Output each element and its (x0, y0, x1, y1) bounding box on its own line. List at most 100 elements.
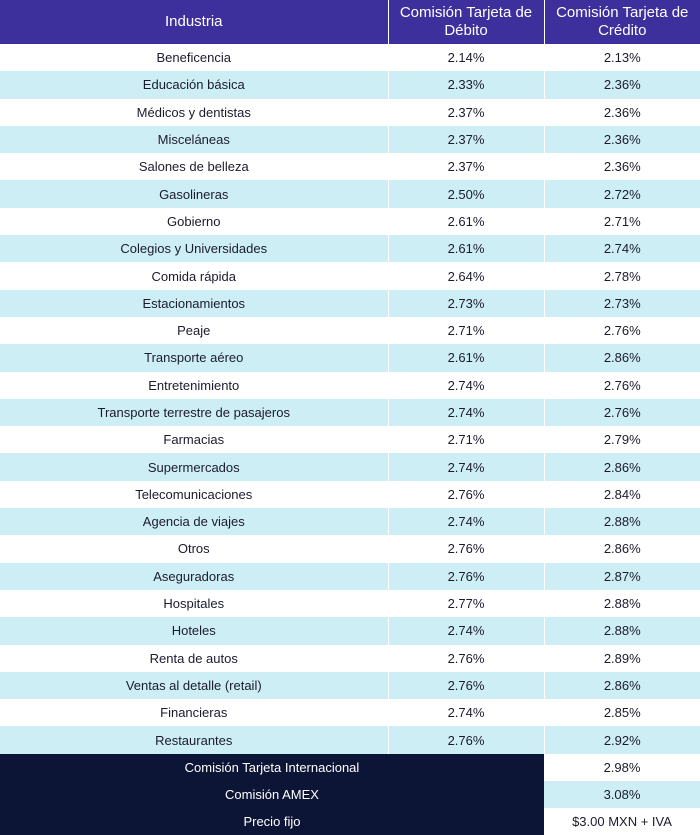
industry-cell: Aseguradoras (0, 562, 389, 590)
credit-rate-cell: 2.36% (544, 125, 700, 154)
credit-rate-cell: 2.84% (544, 480, 700, 509)
industry-cell: Telecomunicaciones (0, 480, 389, 509)
industry-cell: Beneficencia (0, 44, 389, 72)
footer-label: Comisión AMEX (0, 781, 544, 809)
debit-rate-cell: 2.74% (388, 508, 545, 536)
table-row: Telecomunicaciones 2.76% 2.84% (0, 480, 700, 509)
table-row: Gasolineras 2.50% 2.72% (0, 180, 700, 208)
debit-rate-cell: 2.74% (388, 371, 545, 399)
industry-cell: Renta de autos (0, 644, 389, 672)
industry-cell: Agencia de viajes (0, 508, 389, 536)
table-row: Salones de belleza 2.37% 2.36% (0, 153, 700, 181)
industry-cell: Otros (0, 535, 389, 563)
industry-cell: Médicos y dentistas (0, 98, 389, 126)
credit-rate-cell: 2.86% (544, 453, 700, 481)
table-row: Educación básica 2.33% 2.36% (0, 71, 700, 99)
industry-cell: Transporte terrestre de pasajeros (0, 398, 389, 427)
debit-rate-cell: 2.37% (388, 153, 545, 181)
credit-rate-cell: 2.76% (544, 398, 700, 427)
debit-rate-cell: 2.76% (388, 535, 545, 563)
table-row: Financieras 2.74% 2.85% (0, 699, 700, 727)
debit-rate-cell: 2.37% (388, 125, 545, 154)
industry-cell: Restaurantes (0, 726, 389, 754)
debit-rate-cell: 2.76% (388, 562, 545, 590)
credit-rate-cell: 2.86% (544, 671, 700, 700)
table-row: Transporte terrestre de pasajeros 2.74% 2.… (0, 398, 700, 427)
table-body: Beneficencia 2.14% 2.13% Educación básica 2.… (0, 44, 700, 754)
industry-cell: Entretenimiento (0, 371, 389, 399)
credit-rate-cell: 2.74% (544, 235, 700, 263)
debit-rate-cell: 2.73% (388, 289, 545, 317)
credit-rate-cell: 2.73% (544, 289, 700, 317)
debit-rate-cell: 2.64% (388, 262, 545, 290)
credit-rate-cell: 2.86% (544, 344, 700, 372)
table-row: Hospitales 2.77% 2.88% (0, 589, 700, 618)
credit-rate-cell: 2.36% (544, 71, 700, 99)
credit-rate-cell: 2.71% (544, 207, 700, 236)
footer-label: Comisión Tarjeta Internacional (0, 753, 544, 782)
table-row: Gobierno 2.61% 2.71% (0, 207, 700, 236)
footer-value: 2.98% (544, 753, 700, 782)
debit-rate-cell: 2.50% (388, 180, 545, 208)
footer-row: Precio fijo $3.00 MXN + IVA (0, 808, 700, 835)
credit-rate-cell: 2.87% (544, 562, 700, 590)
debit-rate-cell: 2.71% (388, 316, 545, 345)
credit-rate-cell: 2.88% (544, 589, 700, 618)
header-credit: Comisión Tarjeta de Crédito (544, 0, 700, 44)
debit-rate-cell: 2.76% (388, 726, 545, 754)
debit-rate-cell: 2.37% (388, 98, 545, 126)
credit-rate-cell: 2.13% (544, 44, 700, 72)
debit-rate-cell: 2.76% (388, 480, 545, 509)
debit-rate-cell: 2.77% (388, 589, 545, 618)
debit-rate-cell: 2.74% (388, 699, 545, 727)
credit-rate-cell: 2.79% (544, 426, 700, 454)
industry-cell: Supermercados (0, 453, 389, 481)
industry-cell: Farmacias (0, 426, 389, 454)
table-row: Peaje 2.71% 2.76% (0, 316, 700, 345)
credit-rate-cell: 2.36% (544, 98, 700, 126)
footer-row: Comisión Tarjeta Internacional 2.98% (0, 753, 700, 782)
table-row: Farmacias 2.71% 2.79% (0, 426, 700, 454)
credit-rate-cell: 2.78% (544, 262, 700, 290)
debit-rate-cell: 2.74% (388, 617, 545, 645)
header-debit: Comisión Tarjeta de Débito (388, 0, 545, 44)
table-row: Restaurantes 2.76% 2.92% (0, 726, 700, 754)
table-header: Industria Comisión Tarjeta de Débito Com… (0, 0, 700, 44)
table-row: Otros 2.76% 2.86% (0, 535, 700, 563)
table-row: Entretenimiento 2.74% 2.76% (0, 371, 700, 399)
footer-row: Comisión AMEX 3.08% (0, 781, 700, 809)
debit-rate-cell: 2.33% (388, 71, 545, 99)
table-row: Ventas al detalle (retail) 2.76% 2.86% (0, 671, 700, 700)
industry-cell: Transporte aéreo (0, 344, 389, 372)
industry-cell: Comida rápida (0, 262, 389, 290)
table-row: Aseguradoras 2.76% 2.87% (0, 562, 700, 590)
debit-rate-cell: 2.61% (388, 344, 545, 372)
table-row: Supermercados 2.74% 2.86% (0, 453, 700, 481)
credit-rate-cell: 2.36% (544, 153, 700, 181)
credit-rate-cell: 2.88% (544, 617, 700, 645)
credit-rate-cell: 2.72% (544, 180, 700, 208)
industry-cell: Peaje (0, 316, 389, 345)
debit-rate-cell: 2.71% (388, 426, 545, 454)
footer-value: $3.00 MXN + IVA (544, 808, 700, 835)
table-footer: Comisión Tarjeta Internacional 2.98% Comis… (0, 753, 700, 835)
credit-rate-cell: 2.85% (544, 699, 700, 727)
debit-rate-cell: 2.14% (388, 44, 545, 72)
industry-cell: Gasolineras (0, 180, 389, 208)
industry-cell: Estacionamientos (0, 289, 389, 317)
industry-cell: Educación básica (0, 71, 389, 99)
table-row: Agencia de viajes 2.74% 2.88% (0, 508, 700, 536)
footer-value: 3.08% (544, 781, 700, 809)
industry-cell: Ventas al detalle (retail) (0, 671, 389, 700)
industry-cell: Colegios y Universidades (0, 235, 389, 263)
table-row: Renta de autos 2.76% 2.89% (0, 644, 700, 672)
table-row: Colegios y Universidades 2.61% 2.74% (0, 235, 700, 263)
industry-cell: Gobierno (0, 207, 389, 236)
industry-cell: Salones de belleza (0, 153, 389, 181)
industry-cell: Hoteles (0, 617, 389, 645)
debit-rate-cell: 2.74% (388, 398, 545, 427)
debit-rate-cell: 2.61% (388, 235, 545, 263)
table-row: Médicos y dentistas 2.37% 2.36% (0, 98, 700, 126)
table-row: Comida rápida 2.64% 2.78% (0, 262, 700, 290)
